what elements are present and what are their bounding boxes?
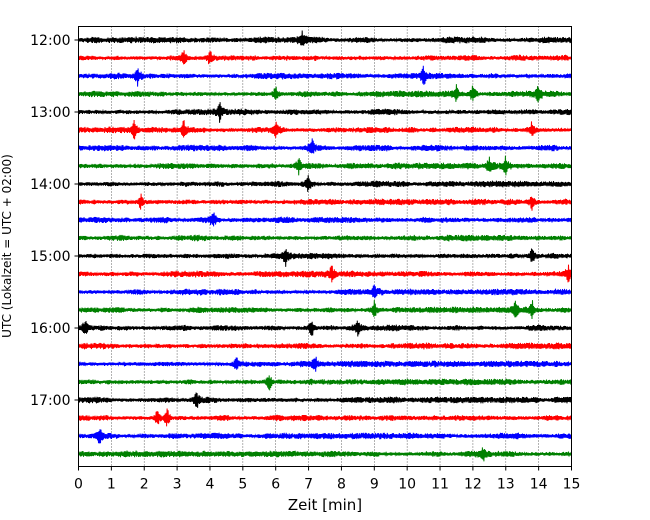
- x-axis: 0 1 2 3 4 5 6 7 8 9 10 11 12 13 14 15: [74, 466, 581, 493]
- y-tick-label-1200: 12:00: [30, 33, 70, 49]
- y-axis-label: UTC (Lokalzeit = UTC + 02:00): [0, 154, 14, 338]
- trace-layer: [78, 30, 572, 462]
- x-tick-label-1: 1: [107, 477, 116, 493]
- x-tick-label-7: 7: [304, 477, 313, 493]
- trace-1545: [78, 300, 572, 320]
- x-tick-label-14: 14: [530, 477, 548, 493]
- trace-1700: [78, 392, 572, 408]
- trace-1745: [78, 447, 572, 462]
- plot-frame: [78, 26, 572, 467]
- y-tick-label-1600: 16:00: [30, 321, 70, 337]
- x-tick-label-15: 15: [563, 477, 581, 493]
- x-tick-label-5: 5: [238, 477, 247, 493]
- trace-1315: [78, 119, 572, 140]
- y-axis: 12:00 13:00 14:00 15:00 16:00 17:00: [30, 33, 79, 409]
- y-tick-label-1500: 15:00: [30, 249, 70, 265]
- trace-1245: [78, 84, 572, 103]
- x-tick-label-11: 11: [431, 477, 449, 493]
- trace-1430: [78, 212, 572, 227]
- x-tick-label-12: 12: [464, 477, 482, 493]
- trace-1600: [78, 320, 572, 337]
- x-tick-label-8: 8: [337, 477, 346, 493]
- trace-1500: [78, 248, 572, 267]
- trace-1300: [78, 102, 572, 123]
- x-tick-label-2: 2: [140, 477, 149, 493]
- x-axis-label: Zeit [min]: [288, 496, 362, 514]
- y-tick-label-1300: 13:00: [30, 105, 70, 121]
- x-tick-label-4: 4: [206, 477, 215, 493]
- trace-1530: [78, 284, 572, 299]
- y-tick-label-1700: 17:00: [30, 393, 70, 409]
- x-tick-label-10: 10: [398, 477, 416, 493]
- x-tick-label-6: 6: [271, 477, 280, 493]
- plot-background: [78, 26, 572, 467]
- trace-1215: [78, 50, 572, 65]
- x-tick-label-9: 9: [370, 477, 379, 493]
- x-tick-label-3: 3: [173, 477, 182, 493]
- trace-1445: [78, 234, 572, 242]
- trace-1630: [78, 356, 572, 372]
- trace-1330: [78, 138, 572, 154]
- grid-lines: [111, 26, 539, 467]
- trace-1400: [78, 175, 572, 192]
- trace-1345: [78, 155, 572, 176]
- trace-1415: [78, 193, 572, 211]
- y-tick-label-1400: 14:00: [30, 177, 70, 193]
- trace-1730: [78, 429, 572, 444]
- trace-1645: [78, 375, 572, 391]
- trace-1715: [78, 408, 572, 427]
- trace-1515: [78, 264, 572, 283]
- trace-1230: [78, 65, 572, 87]
- trace-1615: [78, 342, 572, 350]
- x-tick-label-0: 0: [74, 477, 83, 493]
- x-tick-label-13: 13: [497, 477, 515, 493]
- trace-1200: [78, 30, 572, 46]
